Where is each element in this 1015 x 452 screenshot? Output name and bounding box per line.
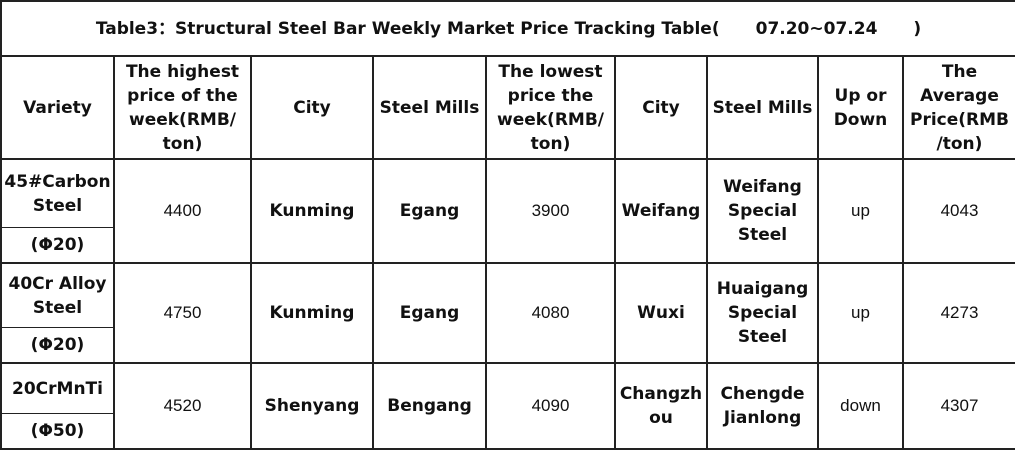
variety-name: 20CrMnTi bbox=[12, 378, 103, 399]
title: Table3：Structural Steel Bar Weekly Marke… bbox=[95, 18, 720, 39]
price-cell: 4400 bbox=[113, 158, 252, 264]
price-cell: 4090 bbox=[485, 362, 616, 450]
variety-spec: (Φ50) bbox=[2, 412, 113, 448]
variety-name: 45#Carbon Steel bbox=[4, 171, 111, 216]
text-cell: Changzhou bbox=[614, 362, 708, 450]
table-row: 20CrMnTi (Φ50) 4520 Shenyang Bengang 4090 Chan… bbox=[0, 362, 1015, 450]
table-body: 45#Carbon Steel (Φ20) 4400 Kunming Egang 3900… bbox=[0, 158, 1015, 450]
text-cell: up bbox=[817, 158, 904, 264]
variety-spec: (Φ20) bbox=[2, 326, 113, 362]
header-cell: The lowest price the week(RMB/ ton) bbox=[485, 55, 616, 160]
price-cell: 4520 bbox=[113, 362, 252, 450]
variety-name: 40Cr Alloy Steel bbox=[8, 273, 107, 318]
text-cell: Weifang Special Steel bbox=[706, 158, 819, 264]
price-cell: 4307 bbox=[902, 362, 1015, 450]
text-cell: Kunming bbox=[250, 262, 374, 364]
text-cell: Kunming bbox=[250, 158, 374, 264]
price-cell: 3900 bbox=[485, 158, 616, 264]
price-cell: 4043 bbox=[902, 158, 1015, 264]
header-cell: City bbox=[614, 55, 708, 160]
title-end: ) bbox=[913, 18, 922, 39]
text-cell: Shenyang bbox=[250, 362, 374, 450]
text-cell: up bbox=[817, 262, 904, 364]
header-cell: Variety bbox=[0, 55, 115, 160]
text-cell: down bbox=[817, 362, 904, 450]
text-cell: Egang bbox=[372, 158, 487, 264]
text-cell: Wuxi bbox=[614, 262, 708, 364]
variety-spec: (Φ20) bbox=[2, 226, 113, 262]
header-cell: The highest price of the week(RMB/ ton) bbox=[113, 55, 252, 160]
period: 07.20~07.24 bbox=[755, 18, 878, 39]
price-cell: 4273 bbox=[902, 262, 1015, 364]
header-cell: Steel Mills bbox=[706, 55, 819, 160]
text-cell: Weifang bbox=[614, 158, 708, 264]
text-cell: Egang bbox=[372, 262, 487, 364]
variety-cell: 20CrMnTi (Φ50) bbox=[0, 362, 115, 450]
table-row: 40Cr Alloy Steel (Φ20) 4750 Kunming Egang 408… bbox=[0, 262, 1015, 364]
variety-cell: 40Cr Alloy Steel (Φ20) bbox=[0, 262, 115, 364]
price-cell: 4750 bbox=[113, 262, 252, 364]
price-cell: 4080 bbox=[485, 262, 616, 364]
header-cell: Steel Mills bbox=[372, 55, 487, 160]
variety-cell: 45#Carbon Steel (Φ20) bbox=[0, 158, 115, 264]
header-cell: The Average Price(RMB /ton) bbox=[902, 55, 1015, 160]
text-cell: Chengde Jianlong bbox=[706, 362, 819, 450]
header-row: Variety The highest price of the week(RMB… bbox=[0, 55, 1015, 160]
table-row: 45#Carbon Steel (Φ20) 4400 Kunming Egang 3900… bbox=[0, 158, 1015, 264]
title-cell: Table3：Structural Steel Bar Weekly Marke… bbox=[0, 0, 1015, 57]
header-cell: City bbox=[250, 55, 374, 160]
title-row: Table3：Structural Steel Bar Weekly Marke… bbox=[0, 0, 1015, 57]
text-cell: Huaigang Special Steel bbox=[706, 262, 819, 364]
text-cell: Bengang bbox=[372, 362, 487, 450]
header-cell: Up or Down bbox=[817, 55, 904, 160]
